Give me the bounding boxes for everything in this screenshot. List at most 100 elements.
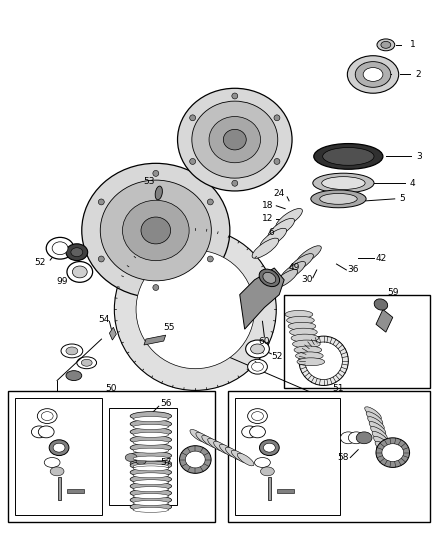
Text: 99: 99	[56, 277, 68, 286]
Text: 58: 58	[338, 453, 349, 462]
Ellipse shape	[377, 39, 395, 51]
Ellipse shape	[374, 437, 390, 449]
Ellipse shape	[374, 299, 388, 310]
Polygon shape	[376, 310, 393, 332]
Ellipse shape	[214, 441, 230, 454]
Ellipse shape	[261, 467, 274, 476]
Text: 49: 49	[288, 263, 300, 272]
Ellipse shape	[130, 475, 172, 484]
Bar	[14, 398, 102, 515]
Ellipse shape	[133, 417, 169, 422]
Ellipse shape	[155, 186, 162, 200]
Ellipse shape	[281, 262, 306, 280]
Ellipse shape	[133, 432, 169, 437]
Ellipse shape	[67, 262, 92, 282]
Ellipse shape	[291, 334, 319, 342]
Ellipse shape	[192, 101, 278, 178]
Ellipse shape	[190, 430, 207, 442]
Ellipse shape	[376, 438, 410, 467]
Bar	[284, 295, 430, 389]
Ellipse shape	[305, 342, 343, 379]
Ellipse shape	[320, 193, 357, 204]
Ellipse shape	[81, 359, 92, 366]
Ellipse shape	[237, 453, 254, 466]
Bar	[228, 391, 430, 522]
Ellipse shape	[251, 411, 263, 421]
Text: 56: 56	[160, 399, 171, 408]
Ellipse shape	[100, 180, 212, 281]
Ellipse shape	[259, 269, 279, 287]
Ellipse shape	[49, 440, 69, 456]
Ellipse shape	[61, 344, 83, 358]
Ellipse shape	[348, 432, 364, 444]
Ellipse shape	[273, 270, 297, 288]
Ellipse shape	[114, 229, 276, 390]
Ellipse shape	[133, 500, 169, 505]
Ellipse shape	[44, 457, 60, 467]
Text: 1: 1	[410, 41, 415, 50]
Text: 52: 52	[272, 352, 283, 361]
Text: 18: 18	[261, 201, 273, 211]
Ellipse shape	[263, 272, 276, 284]
Ellipse shape	[381, 42, 391, 49]
Ellipse shape	[371, 426, 387, 439]
Ellipse shape	[185, 451, 205, 468]
Ellipse shape	[226, 447, 242, 460]
Ellipse shape	[290, 328, 317, 336]
Ellipse shape	[209, 117, 261, 163]
Ellipse shape	[382, 444, 404, 462]
Ellipse shape	[311, 190, 366, 208]
Text: 52: 52	[35, 257, 46, 266]
Ellipse shape	[130, 503, 172, 511]
Ellipse shape	[294, 346, 321, 354]
Ellipse shape	[372, 432, 389, 444]
Ellipse shape	[232, 93, 238, 99]
Ellipse shape	[323, 148, 374, 165]
Text: 5: 5	[400, 195, 406, 204]
Ellipse shape	[180, 446, 211, 473]
Ellipse shape	[285, 310, 313, 318]
Ellipse shape	[286, 317, 314, 324]
Polygon shape	[144, 335, 166, 345]
Ellipse shape	[297, 358, 325, 366]
Polygon shape	[268, 477, 271, 500]
Ellipse shape	[260, 228, 286, 248]
Ellipse shape	[71, 248, 83, 256]
Text: 36: 36	[347, 265, 359, 274]
Ellipse shape	[208, 438, 224, 451]
Text: 60: 60	[259, 336, 270, 345]
Ellipse shape	[38, 426, 54, 438]
Text: 4: 4	[410, 179, 415, 188]
Ellipse shape	[66, 370, 82, 381]
Text: 53: 53	[143, 176, 155, 185]
Text: 55: 55	[163, 322, 174, 332]
Polygon shape	[240, 268, 284, 329]
Polygon shape	[67, 489, 84, 493]
Ellipse shape	[297, 246, 321, 264]
Ellipse shape	[202, 435, 219, 448]
Ellipse shape	[231, 450, 248, 463]
Ellipse shape	[53, 443, 65, 452]
Ellipse shape	[207, 256, 213, 262]
Ellipse shape	[133, 440, 169, 445]
Text: 24: 24	[274, 189, 285, 198]
Ellipse shape	[232, 180, 238, 186]
Text: 2: 2	[416, 70, 421, 79]
Ellipse shape	[99, 256, 104, 262]
Ellipse shape	[133, 424, 169, 430]
Ellipse shape	[52, 242, 68, 255]
Ellipse shape	[375, 441, 392, 454]
Ellipse shape	[136, 250, 254, 369]
Text: 50: 50	[106, 384, 117, 393]
Ellipse shape	[133, 473, 169, 478]
Ellipse shape	[133, 487, 169, 491]
Ellipse shape	[251, 344, 265, 354]
Ellipse shape	[247, 359, 267, 374]
Ellipse shape	[268, 219, 294, 239]
Ellipse shape	[66, 347, 78, 355]
Text: 54: 54	[98, 315, 109, 324]
Ellipse shape	[251, 362, 263, 371]
Ellipse shape	[136, 458, 146, 464]
Ellipse shape	[293, 340, 320, 348]
Ellipse shape	[369, 422, 386, 434]
